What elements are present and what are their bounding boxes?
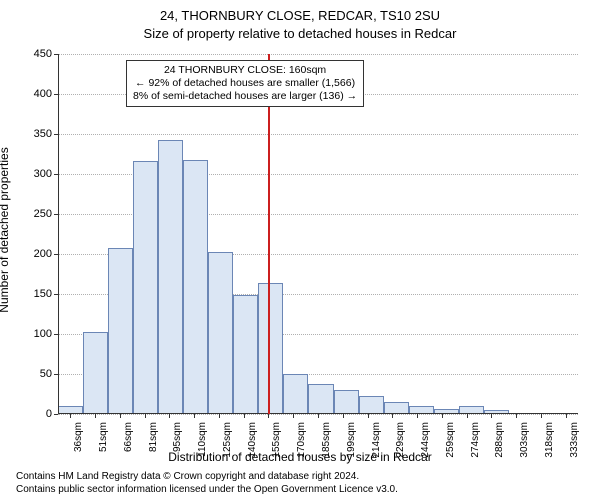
plot-area: 24 THORNBURY CLOSE: 160sqm ← 92% of deta… (58, 54, 578, 414)
x-tick-mark (516, 414, 517, 418)
y-tick-label: 450 (22, 48, 58, 60)
x-tick-mark (219, 414, 220, 418)
x-tick-mark (343, 414, 344, 418)
x-tick-mark (467, 414, 468, 418)
x-tick-mark (541, 414, 542, 418)
y-tick-label: 250 (22, 208, 58, 220)
y-tick-label: 400 (22, 88, 58, 100)
y-tick-label: 200 (22, 248, 58, 260)
x-tick-mark (442, 414, 443, 418)
x-tick-mark (194, 414, 195, 418)
x-tick-label: 51sqm (98, 422, 109, 452)
x-tick-mark (95, 414, 96, 418)
y-tick-label: 50 (22, 368, 58, 380)
x-tick-label: 81sqm (148, 422, 159, 452)
y-axis-label: Number of detached properties (0, 147, 11, 312)
x-tick-mark (368, 414, 369, 418)
x-tick-mark (318, 414, 319, 418)
x-tick-mark (417, 414, 418, 418)
footer-attribution: Contains HM Land Registry data © Crown c… (16, 471, 398, 496)
x-tick-mark (392, 414, 393, 418)
x-tick-label: 95sqm (172, 422, 183, 452)
x-tick-label: 66sqm (123, 422, 134, 452)
chart-subtitle: Size of property relative to detached ho… (0, 26, 600, 41)
chart-page: 24, THORNBURY CLOSE, REDCAR, TS10 2SU Si… (0, 0, 600, 500)
y-tick-label: 100 (22, 328, 58, 340)
x-tick-mark (293, 414, 294, 418)
y-tick-label: 300 (22, 168, 58, 180)
callout-line2: ← 92% of detached houses are smaller (1,… (133, 77, 357, 90)
x-tick-mark (120, 414, 121, 418)
y-tick-label: 350 (22, 128, 58, 140)
x-tick-mark (145, 414, 146, 418)
callout-line3: 8% of semi-detached houses are larger (1… (133, 90, 357, 103)
footer-line2: Contains public sector information licen… (16, 484, 398, 497)
y-tick-label: 0 (22, 408, 58, 420)
x-tick-mark (268, 414, 269, 418)
x-tick-mark (244, 414, 245, 418)
x-axis-label: Distribution of detached houses by size … (0, 450, 600, 464)
reference-line (268, 54, 270, 414)
x-tick-mark (566, 414, 567, 418)
callout-line1: 24 THORNBURY CLOSE: 160sqm (133, 64, 357, 77)
axes-border (58, 54, 578, 414)
x-tick-mark (169, 414, 170, 418)
footer-line1: Contains HM Land Registry data © Crown c… (16, 471, 398, 484)
y-tick-label: 150 (22, 288, 58, 300)
chart-title: 24, THORNBURY CLOSE, REDCAR, TS10 2SU (0, 0, 600, 25)
x-tick-label: 36sqm (73, 422, 84, 452)
x-tick-mark (70, 414, 71, 418)
x-tick-mark (491, 414, 492, 418)
callout-box: 24 THORNBURY CLOSE: 160sqm ← 92% of deta… (126, 60, 364, 107)
